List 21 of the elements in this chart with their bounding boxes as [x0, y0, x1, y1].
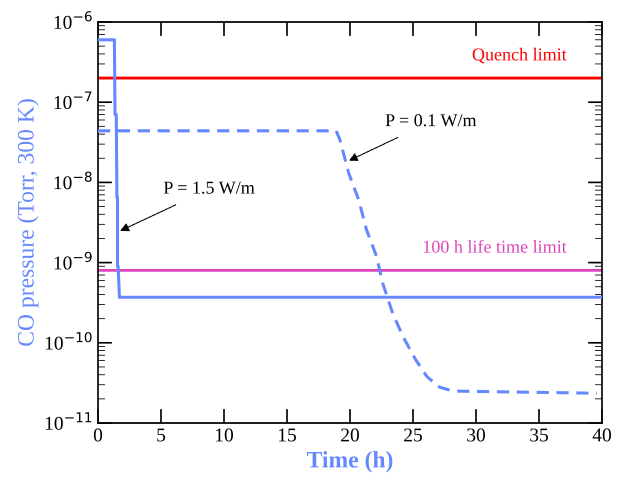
y-tick-label: 10$^{−7}$	[54, 91, 92, 110]
annotation: P = 1.5 W/m	[164, 182, 255, 194]
x-tick-label: 25	[404, 428, 422, 442]
ref-line-label: 100 h life time limit	[424, 240, 567, 253]
x-tick-label: 15	[278, 428, 296, 442]
y-tick-label: 10$^{−6}$	[54, 11, 92, 29]
x-tick-label: 10	[216, 428, 233, 442]
x-tick-label: 30	[467, 428, 485, 442]
y-tick-label: 10$^{−11}$	[46, 412, 92, 430]
y-axis-title: CO pressure (Torr, 300 K)	[17, 99, 39, 346]
x-tick-label: 5	[157, 428, 166, 442]
y-tick-label: 10$^{−8}$	[54, 172, 92, 190]
y-tick-label: 10$^{−10}$	[46, 332, 92, 350]
x-tick-label: 35	[530, 428, 548, 442]
x-tick-label: 0	[94, 428, 102, 442]
x-tick-label: 40	[592, 428, 611, 442]
annotation: P = 0.1 W/m	[386, 114, 476, 126]
x-axis-title: Time (h)	[306, 451, 392, 472]
ref-line-label: Quench limit	[472, 48, 567, 64]
y-tick-label: 10$^{−9}$	[54, 252, 92, 270]
x-tick-label: 20	[341, 428, 359, 442]
